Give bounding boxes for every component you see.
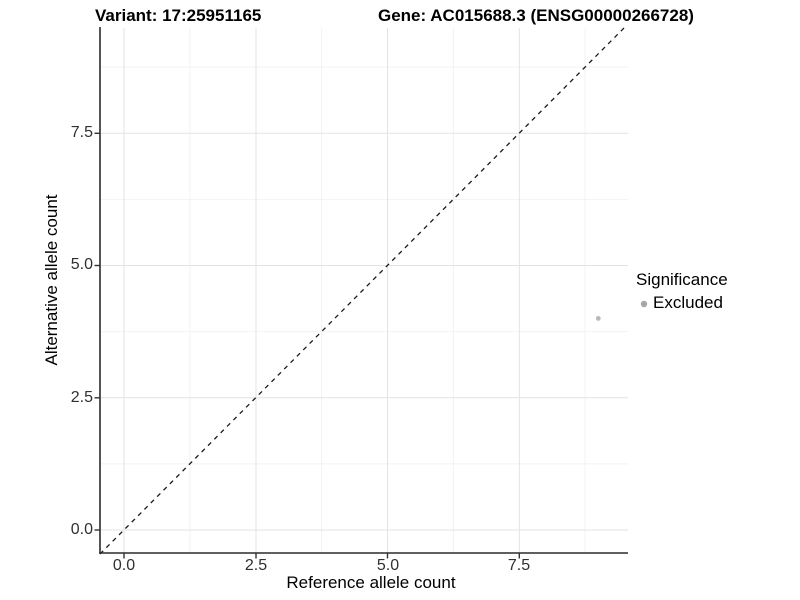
y-tick-label: 7.5	[70, 124, 93, 141]
plot-title-gene: Gene: AC015688.3 (ENSG00000266728)	[378, 6, 694, 25]
x-tick-label: 7.5	[507, 557, 531, 574]
grid-major	[100, 28, 628, 553]
legend-title: Significance	[636, 270, 728, 289]
identity-reference-line	[99, 27, 625, 555]
x-axis-title: Reference allele count	[286, 573, 456, 592]
y-tick-label: 0.0	[70, 521, 93, 538]
axis-lines	[99, 27, 628, 554]
y-axis-title: Alternative allele count	[42, 194, 61, 366]
grid-minor	[100, 28, 628, 553]
plot-title-variant: Variant: 17:25951165	[95, 6, 262, 25]
x-tick-label: 5.0	[376, 557, 400, 574]
y-tick-marks	[94, 132, 100, 531]
legend-item-label: Excluded	[653, 293, 723, 312]
legend: Significance Excluded	[636, 270, 728, 313]
legend-marker-icon	[640, 300, 648, 308]
y-tick-label: 5.0	[70, 256, 93, 273]
data-point-excluded	[595, 316, 601, 321]
plot-panel	[94, 27, 628, 559]
legend-item-excluded: Excluded	[636, 293, 728, 313]
x-tick-marks	[123, 553, 520, 559]
x-tick-label: 2.5	[244, 557, 268, 574]
y-tick-label: 2.5	[70, 389, 93, 406]
x-tick-label: 0.0	[112, 557, 136, 574]
